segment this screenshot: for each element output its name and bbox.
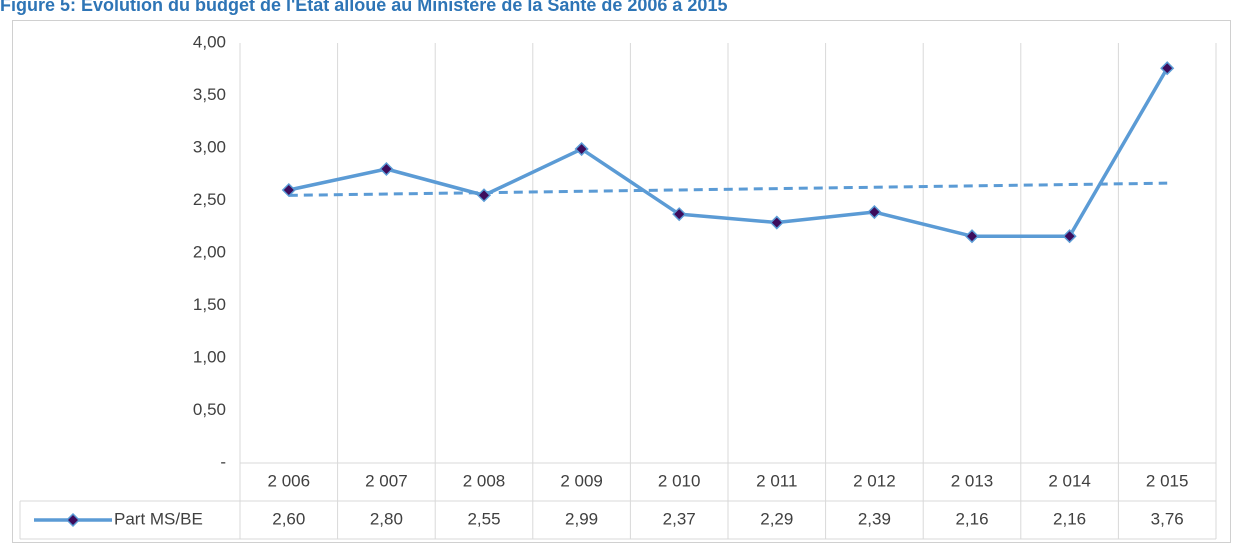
table-value: 2,80 — [370, 509, 403, 528]
x-tick-label: 2 007 — [365, 471, 408, 490]
marker — [281, 182, 296, 198]
table-value: 2,99 — [565, 509, 598, 528]
table-value: 2,16 — [955, 509, 988, 528]
y-tick-label: 2,00 — [193, 242, 226, 261]
table-value: 2,39 — [858, 509, 891, 528]
marker — [1160, 61, 1175, 76]
x-tick-label: 2 010 — [658, 471, 701, 490]
chart-border — [12, 20, 1231, 543]
x-tick-label: 2 015 — [1146, 471, 1189, 490]
y-tick-label: - — [220, 452, 226, 471]
y-tick-label: 4,00 — [193, 32, 226, 51]
trendline — [288, 181, 1168, 197]
table-value: 2,16 — [1053, 509, 1086, 528]
x-tick-label: 2 011 — [756, 471, 797, 490]
x-tick-label: 2 014 — [1048, 471, 1091, 490]
legend-marker — [65, 512, 81, 528]
y-tick-label: 1,50 — [193, 295, 226, 314]
marker — [574, 141, 589, 157]
table-value: 3,76 — [1151, 509, 1184, 528]
y-tick-label: 0,50 — [193, 400, 226, 419]
y-tick-label: 1,00 — [193, 347, 226, 366]
table-value: 2,55 — [467, 509, 500, 528]
y-tick-label: 3,00 — [193, 137, 226, 156]
table-value: 2,37 — [663, 509, 696, 528]
legend-label: Part MS/BE — [114, 509, 203, 528]
marker — [476, 188, 492, 203]
x-tick-label: 2 013 — [951, 471, 994, 490]
y-tick-label: 2,50 — [193, 190, 226, 209]
marker — [379, 161, 394, 177]
x-tick-label: 2 012 — [853, 471, 896, 490]
marker — [672, 207, 687, 222]
marker — [769, 215, 784, 230]
table-value: 2,60 — [272, 509, 305, 528]
marker — [867, 204, 882, 220]
x-tick-label: 2 008 — [463, 471, 506, 490]
x-tick-label: 2 009 — [560, 471, 603, 490]
marker — [1062, 229, 1077, 244]
series-line — [288, 67, 1169, 238]
chart-title: Figure 5: Evolution du budget de l'Etat … — [0, 0, 727, 15]
marker — [964, 229, 980, 244]
table-value: 2,29 — [760, 509, 793, 528]
x-tick-label: 2 006 — [268, 471, 311, 490]
y-tick-label: 3,50 — [193, 85, 226, 104]
